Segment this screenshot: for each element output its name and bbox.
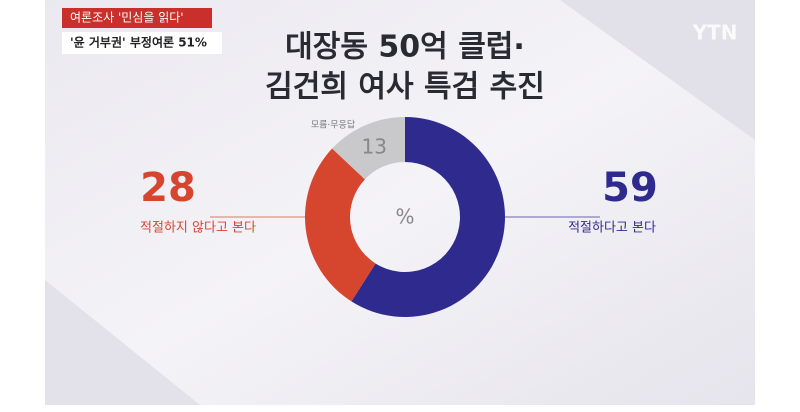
category-label: 적절하다고 본다 bbox=[568, 221, 656, 236]
badge: '윤 거부권' 부정여론 51% bbox=[70, 35, 207, 50]
slice bbox=[305, 148, 376, 302]
title: 대장동 50억 클럽· bbox=[285, 30, 525, 65]
category-label: 적절하지 않다고 본다 bbox=[140, 221, 256, 236]
center-label: % bbox=[395, 205, 414, 229]
badge-bg bbox=[62, 8, 212, 28]
logo: YTN bbox=[692, 21, 738, 45]
title: 김건희 여사 특검 추진 bbox=[265, 70, 545, 105]
background bbox=[45, 0, 755, 405]
slice bbox=[332, 117, 405, 180]
slice bbox=[351, 117, 505, 317]
badge-bg bbox=[62, 32, 222, 54]
decor bbox=[560, 0, 755, 140]
leader-dot bbox=[325, 214, 331, 220]
category-label: 모름·무응답 bbox=[311, 119, 355, 131]
value-label: 59 bbox=[602, 165, 658, 211]
leader-dot bbox=[482, 214, 488, 220]
decor bbox=[45, 280, 200, 405]
badge: 여론조사 '민심을 읽다' bbox=[70, 11, 184, 25]
value-label: 13 bbox=[361, 134, 386, 158]
value-label: 28 bbox=[140, 165, 196, 211]
